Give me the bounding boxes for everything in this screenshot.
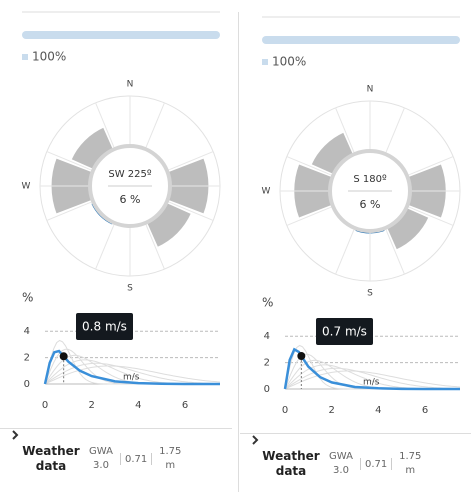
source-label: GWA 3.0 bbox=[89, 446, 113, 471]
chevron[interactable] bbox=[250, 434, 260, 446]
legend-label: 100% bbox=[272, 55, 306, 69]
legend-label: 100% bbox=[32, 50, 66, 64]
frequency-label: 6 % bbox=[120, 193, 141, 206]
chevron[interactable] bbox=[10, 429, 20, 441]
marker-dot bbox=[297, 352, 306, 360]
footer: Weather data GWA 3.0 0.71 1.75 m bbox=[0, 428, 232, 489]
panel-graphics: 100% SW 225º 6 % N S W E% 0 2 4 0 2 4 6 m/s 0.8 m/s bbox=[22, 11, 232, 411]
scale-bar bbox=[262, 36, 460, 44]
separator bbox=[151, 453, 153, 465]
legend-swatch bbox=[22, 54, 28, 60]
compass-label: S bbox=[127, 284, 133, 294]
background-curve bbox=[44, 365, 221, 385]
compass-label: E bbox=[231, 182, 232, 192]
compass-label: N bbox=[127, 80, 134, 90]
separator bbox=[360, 458, 361, 470]
chevron-path bbox=[252, 435, 259, 445]
x-tick-label: 4 bbox=[135, 400, 141, 411]
compass-label: S bbox=[367, 289, 373, 299]
footer: Weather data GWA 3.0 0.71 1.75 m bbox=[240, 433, 471, 494]
y-axis-label: % bbox=[262, 296, 273, 310]
x-tick-label: 6 bbox=[182, 400, 188, 411]
y-tick-label: 2 bbox=[24, 353, 30, 364]
y-tick-label: 4 bbox=[24, 326, 30, 337]
compass-label: W bbox=[262, 187, 271, 197]
y-tick-label: 4 bbox=[264, 331, 270, 342]
direction-label: SW 225º bbox=[108, 169, 152, 180]
value-label: 0.71 bbox=[365, 458, 388, 470]
separator bbox=[391, 458, 393, 470]
compass-label: N bbox=[367, 85, 374, 95]
chevron-path bbox=[12, 430, 19, 440]
tooltip-box bbox=[316, 318, 373, 345]
tooltip-text: 0.8 m/s bbox=[82, 320, 127, 334]
x-tick-label: 2 bbox=[328, 405, 334, 416]
unit-label: m/s bbox=[123, 373, 140, 383]
marker-dot bbox=[59, 352, 68, 361]
direction-label: S 180º bbox=[353, 174, 387, 185]
source-label: GWA 3.0 bbox=[329, 451, 353, 476]
background-curve bbox=[284, 370, 461, 390]
weather-data-title: Weather data bbox=[22, 444, 80, 473]
y-tick-label: 0 bbox=[24, 379, 30, 390]
x-tick-label: 0 bbox=[282, 405, 288, 416]
x-tick-label: 6 bbox=[422, 405, 428, 416]
y-axis-label: % bbox=[22, 291, 33, 305]
value-label: 0.71 bbox=[125, 453, 148, 465]
distribution-line bbox=[43, 349, 220, 386]
legend-swatch bbox=[262, 59, 268, 65]
x-tick-label: 4 bbox=[375, 405, 381, 416]
weather-data-title: Weather data bbox=[262, 449, 320, 478]
separator bbox=[120, 453, 121, 465]
divider bbox=[238, 12, 239, 492]
y-tick-label: 2 bbox=[264, 358, 270, 369]
wind-panel: 100% SW 225º 6 % N S W E% 0 2 4 0 2 4 6 m/s 0.8 m/s Weat… bbox=[0, 0, 232, 488]
frequency-label: 6 % bbox=[360, 198, 381, 211]
tooltip-box bbox=[76, 313, 133, 340]
tooltip-text: 0.7 m/s bbox=[322, 325, 367, 339]
height-label: 1.75 m bbox=[159, 446, 182, 471]
height-label: 1.75 m bbox=[399, 451, 422, 476]
x-tick-label: 2 bbox=[88, 400, 94, 411]
y-tick-label: 0 bbox=[264, 384, 270, 395]
unit-label: m/s bbox=[363, 378, 380, 388]
x-tick-label: 0 bbox=[42, 400, 48, 411]
distribution-line bbox=[283, 347, 460, 391]
compass-label: W bbox=[22, 182, 31, 192]
scale-bar bbox=[22, 31, 220, 39]
